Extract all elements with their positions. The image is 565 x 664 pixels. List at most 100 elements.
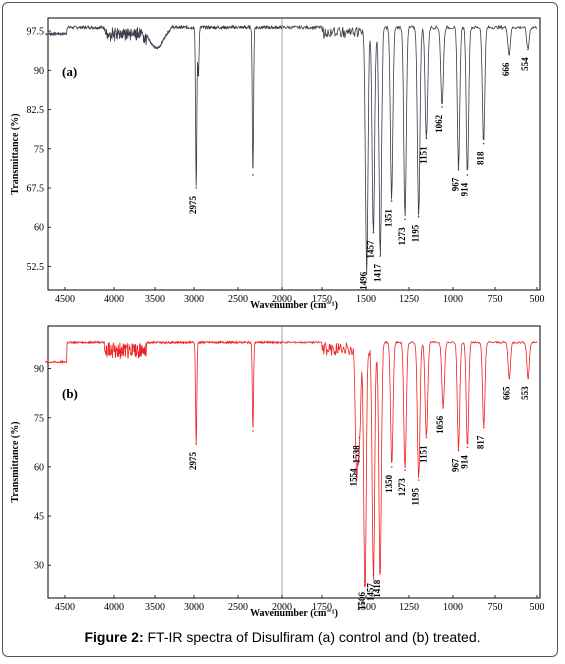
- y-tick-label: 45: [34, 512, 44, 523]
- peak-point: [358, 436, 361, 439]
- x-tick-label: 750: [488, 294, 503, 305]
- peak-point: [365, 263, 368, 265]
- peak-annotation: 818: [476, 151, 486, 165]
- x-tick-label: 1000: [443, 602, 463, 613]
- figure-frame: [2, 2, 558, 657]
- peak-annotation: 1538: [351, 445, 361, 464]
- peak-point: [195, 443, 197, 445]
- x-tick-label: 4500: [55, 602, 75, 613]
- peak-point: [527, 48, 529, 51]
- peak-annotation: 967: [451, 458, 461, 472]
- peak-point: [482, 426, 485, 429]
- peak-annotation: 1457: [365, 583, 375, 602]
- x-tick-label: 750: [488, 602, 503, 613]
- peak-annotation: 1350: [384, 474, 394, 493]
- figure-caption: Figure 2: FT-IR spectra of Disulfiram (a…: [0, 629, 565, 645]
- peak-point: [372, 574, 375, 576]
- spectrum-line: [45, 339, 538, 587]
- peak-point: [482, 142, 485, 145]
- peak-point: [417, 479, 420, 481]
- peak-annotation: 1273: [397, 478, 407, 497]
- peak-annotation: 1151: [418, 445, 428, 463]
- x-tick-label: 4000: [104, 294, 124, 305]
- peak-annotation: 914: [459, 182, 469, 196]
- y-tick-label: 30: [34, 561, 44, 572]
- y-tick-label: 67.5: [27, 184, 45, 195]
- x-tick-label: 1250: [399, 294, 419, 305]
- peak-annotation: 1506: [357, 592, 367, 611]
- x-tick-label: 2500: [228, 294, 248, 305]
- peak-point: [457, 449, 460, 452]
- x-tick-label: 500: [530, 602, 545, 613]
- peak-annotation: 1151: [418, 146, 428, 164]
- peak-point: [457, 168, 460, 171]
- peak-point: [508, 53, 510, 56]
- x-tick-label: 4500: [55, 294, 75, 305]
- plot-area-border: [47, 17, 541, 291]
- x-tick-label: 4000: [104, 602, 124, 613]
- peak-point: [417, 215, 420, 218]
- peak-annotation: 1195: [411, 224, 421, 242]
- peak-annotation: 1554: [348, 468, 358, 487]
- peak-point: [425, 436, 428, 439]
- peak-point: [466, 174, 469, 176]
- peak-annotation: 817: [476, 435, 486, 449]
- x-tick-label: 3000: [184, 602, 204, 613]
- y-tick-label: 60: [34, 223, 44, 234]
- peak-annotation: 554: [520, 57, 530, 71]
- peak-annotation: 666: [501, 62, 511, 76]
- peak-annotation: 1195: [411, 488, 421, 506]
- peak-point: [372, 231, 375, 234]
- peak-point: [355, 459, 358, 462]
- peak-point: [442, 407, 444, 409]
- peak-annotation: 914: [459, 455, 469, 469]
- y-tick-label: 90: [34, 66, 44, 77]
- x-tick-label: 500: [530, 294, 545, 305]
- x-axis-label: Wavenumber (cm⁻¹): [250, 300, 338, 311]
- spectrum-panel-a: 97.5 90 82.5 75 67.5 60 52.5 4500 4000 3500 3000 25…: [10, 17, 545, 311]
- y-axis-label: Transmittance (%): [10, 113, 21, 194]
- x-tick-label: 3500: [145, 294, 165, 305]
- peak-annotation: 1496: [359, 271, 369, 290]
- panel-label: (a): [62, 64, 77, 79]
- x-tick-label: 3000: [184, 294, 204, 305]
- peak-point: [466, 446, 469, 449]
- y-tick-label: 82.5: [27, 105, 45, 116]
- peak-annotation: 1457: [365, 240, 375, 259]
- caption-label: Figure 2:: [84, 629, 144, 645]
- spectrum-line: [45, 24, 537, 275]
- x-tick-label: 1250: [399, 602, 419, 613]
- peak-point: [425, 137, 428, 140]
- peak-point: [404, 218, 406, 221]
- peak-point: [441, 106, 443, 108]
- peak-point: [364, 584, 366, 586]
- peak-annotation: 1418: [372, 579, 382, 598]
- spectrum-panel-b: 90 75 60 45 30 4500 4000 3500 3000 2500 2000 1750 15…: [10, 325, 545, 619]
- y-tick-label: 75: [34, 144, 44, 155]
- x-tick-label: 2000: [272, 294, 292, 305]
- peak-annotation: 2975: [188, 196, 198, 215]
- peak-point: [404, 469, 406, 471]
- peak-annotation: 2975: [188, 451, 198, 470]
- peak-point: [252, 174, 254, 176]
- peak-point: [527, 377, 529, 380]
- x-axis-label: Wavenumber (cm⁻¹): [250, 608, 338, 619]
- y-tick-label: 60: [34, 462, 44, 473]
- x-tick-label: 1750: [312, 294, 332, 305]
- peak-annotation: 665: [501, 386, 511, 400]
- peak-annotation: 1056: [435, 415, 445, 434]
- x-tick-label: 1750: [312, 602, 332, 613]
- peak-point: [391, 466, 393, 468]
- caption-text: FT-IR spectra of Disulfiram (a) control …: [143, 629, 481, 645]
- peak-point: [197, 74, 200, 77]
- x-tick-label: 1500: [356, 602, 376, 613]
- peak-annotation: 1351: [384, 209, 394, 228]
- peak-annotation: 967: [451, 177, 461, 191]
- peak-point: [252, 430, 254, 432]
- peak-point: [195, 187, 197, 189]
- peak-point: [379, 570, 381, 573]
- peak-point: [390, 200, 393, 202]
- x-tick-label: 3500: [145, 602, 165, 613]
- x-tick-label: 2500: [228, 602, 248, 613]
